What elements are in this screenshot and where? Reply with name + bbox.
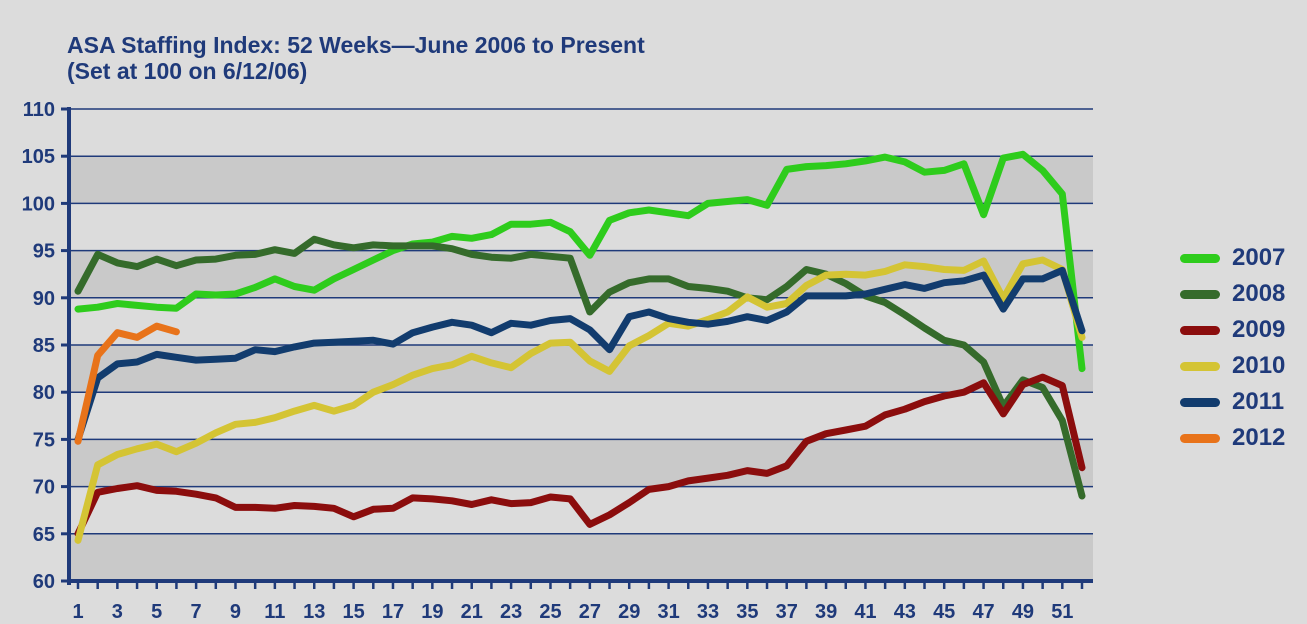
chart-title-block: ASA Staffing Index: 52 Weeks—June 2006 t… — [67, 32, 645, 84]
x-tick-label: 41 — [854, 601, 876, 623]
legend-label: 2012 — [1232, 424, 1286, 451]
x-axis-ticks: 1 3 5 7 9 11 13 15 17 19 21 23 25 27 29 31 33 35 37 39 41 43 4… — [72, 581, 1084, 623]
legend-swatch — [1180, 289, 1220, 299]
legend-item-2012: 2012 — [1180, 420, 1285, 456]
y-tick-label: 70 — [33, 477, 55, 499]
y-tick-label: 90 — [33, 288, 55, 310]
y-tick-label: 105 — [22, 146, 55, 168]
x-tick-label: 5 — [151, 601, 162, 623]
legend-swatch — [1180, 397, 1220, 407]
y-tick-label: 95 — [33, 241, 55, 263]
x-tick-label: 39 — [815, 601, 837, 623]
x-tick-label: 29 — [618, 601, 640, 623]
legend-label: 2008 — [1232, 280, 1286, 307]
x-tick-label: 51 — [1051, 601, 1073, 623]
x-tick-label: 15 — [342, 601, 364, 623]
series-line-2008 — [74, 235, 1086, 500]
legend-swatch — [1180, 253, 1220, 263]
legend-item-2010: 2010 — [1180, 348, 1285, 384]
y-tick-label: 65 — [33, 524, 55, 546]
series-line-2010 — [74, 256, 1086, 544]
x-tick-label: 17 — [382, 601, 404, 623]
legend-label: 2010 — [1232, 352, 1286, 379]
chart-series — [74, 150, 1086, 544]
x-tick-label: 27 — [579, 601, 601, 623]
legend-swatch — [1180, 433, 1220, 443]
y-tick-label: 100 — [22, 193, 55, 215]
x-tick-label: 31 — [657, 601, 679, 623]
chart-band — [69, 156, 1093, 204]
legend-item-2008: 2008 — [1180, 276, 1285, 312]
x-tick-label: 1 — [72, 601, 83, 623]
y-tick-label: 60 — [33, 571, 55, 593]
y-tick-label: 75 — [33, 429, 55, 451]
series-line-2007 — [74, 150, 1086, 373]
y-axis-ticks: 60 65 70 75 80 85 90 95 100 105 110 — [22, 99, 69, 593]
y-tick-label: 110 — [23, 99, 55, 121]
chart-subtitle: (Set at 100 on 6/12/06) — [67, 58, 308, 84]
x-tick-label: 43 — [894, 601, 916, 623]
series-line-2009 — [74, 373, 1086, 538]
x-tick-label: 19 — [421, 601, 443, 623]
series-line-2011 — [74, 266, 1086, 443]
legend-swatch — [1180, 361, 1220, 371]
y-tick-label: 80 — [33, 382, 55, 404]
x-tick-label: 33 — [697, 601, 719, 623]
chart-title: ASA Staffing Index: 52 Weeks—June 2006 t… — [67, 32, 645, 58]
x-tick-label: 25 — [539, 601, 561, 623]
x-tick-label: 7 — [191, 601, 202, 623]
legend-label: 2007 — [1232, 244, 1286, 271]
x-tick-label: 13 — [303, 601, 325, 623]
x-tick-label: 45 — [933, 601, 955, 623]
x-tick-label: 37 — [776, 601, 798, 623]
chart-bands — [69, 156, 1093, 581]
x-tick-label: 47 — [972, 601, 994, 623]
x-tick-label: 49 — [1012, 601, 1034, 623]
chart-legend: 2007 2008 2009 2010 2011 2012 — [1180, 240, 1285, 456]
legend-item-2011: 2011 — [1180, 384, 1285, 420]
legend-label: 2009 — [1232, 316, 1286, 343]
legend-item-2009: 2009 — [1180, 312, 1285, 348]
chart-band — [69, 533, 1093, 581]
x-tick-label: 35 — [736, 601, 758, 623]
x-tick-label: 21 — [461, 601, 483, 623]
x-tick-label: 9 — [230, 601, 241, 623]
legend-item-2007: 2007 — [1180, 240, 1285, 276]
chart-band — [69, 439, 1093, 487]
y-tick-label: 85 — [33, 335, 55, 357]
x-tick-label: 3 — [112, 601, 123, 623]
series-line-2012 — [74, 322, 180, 445]
x-tick-label: 23 — [500, 601, 522, 623]
legend-label: 2011 — [1232, 388, 1285, 415]
legend-swatch — [1180, 325, 1220, 335]
x-tick-label: 11 — [264, 601, 285, 623]
